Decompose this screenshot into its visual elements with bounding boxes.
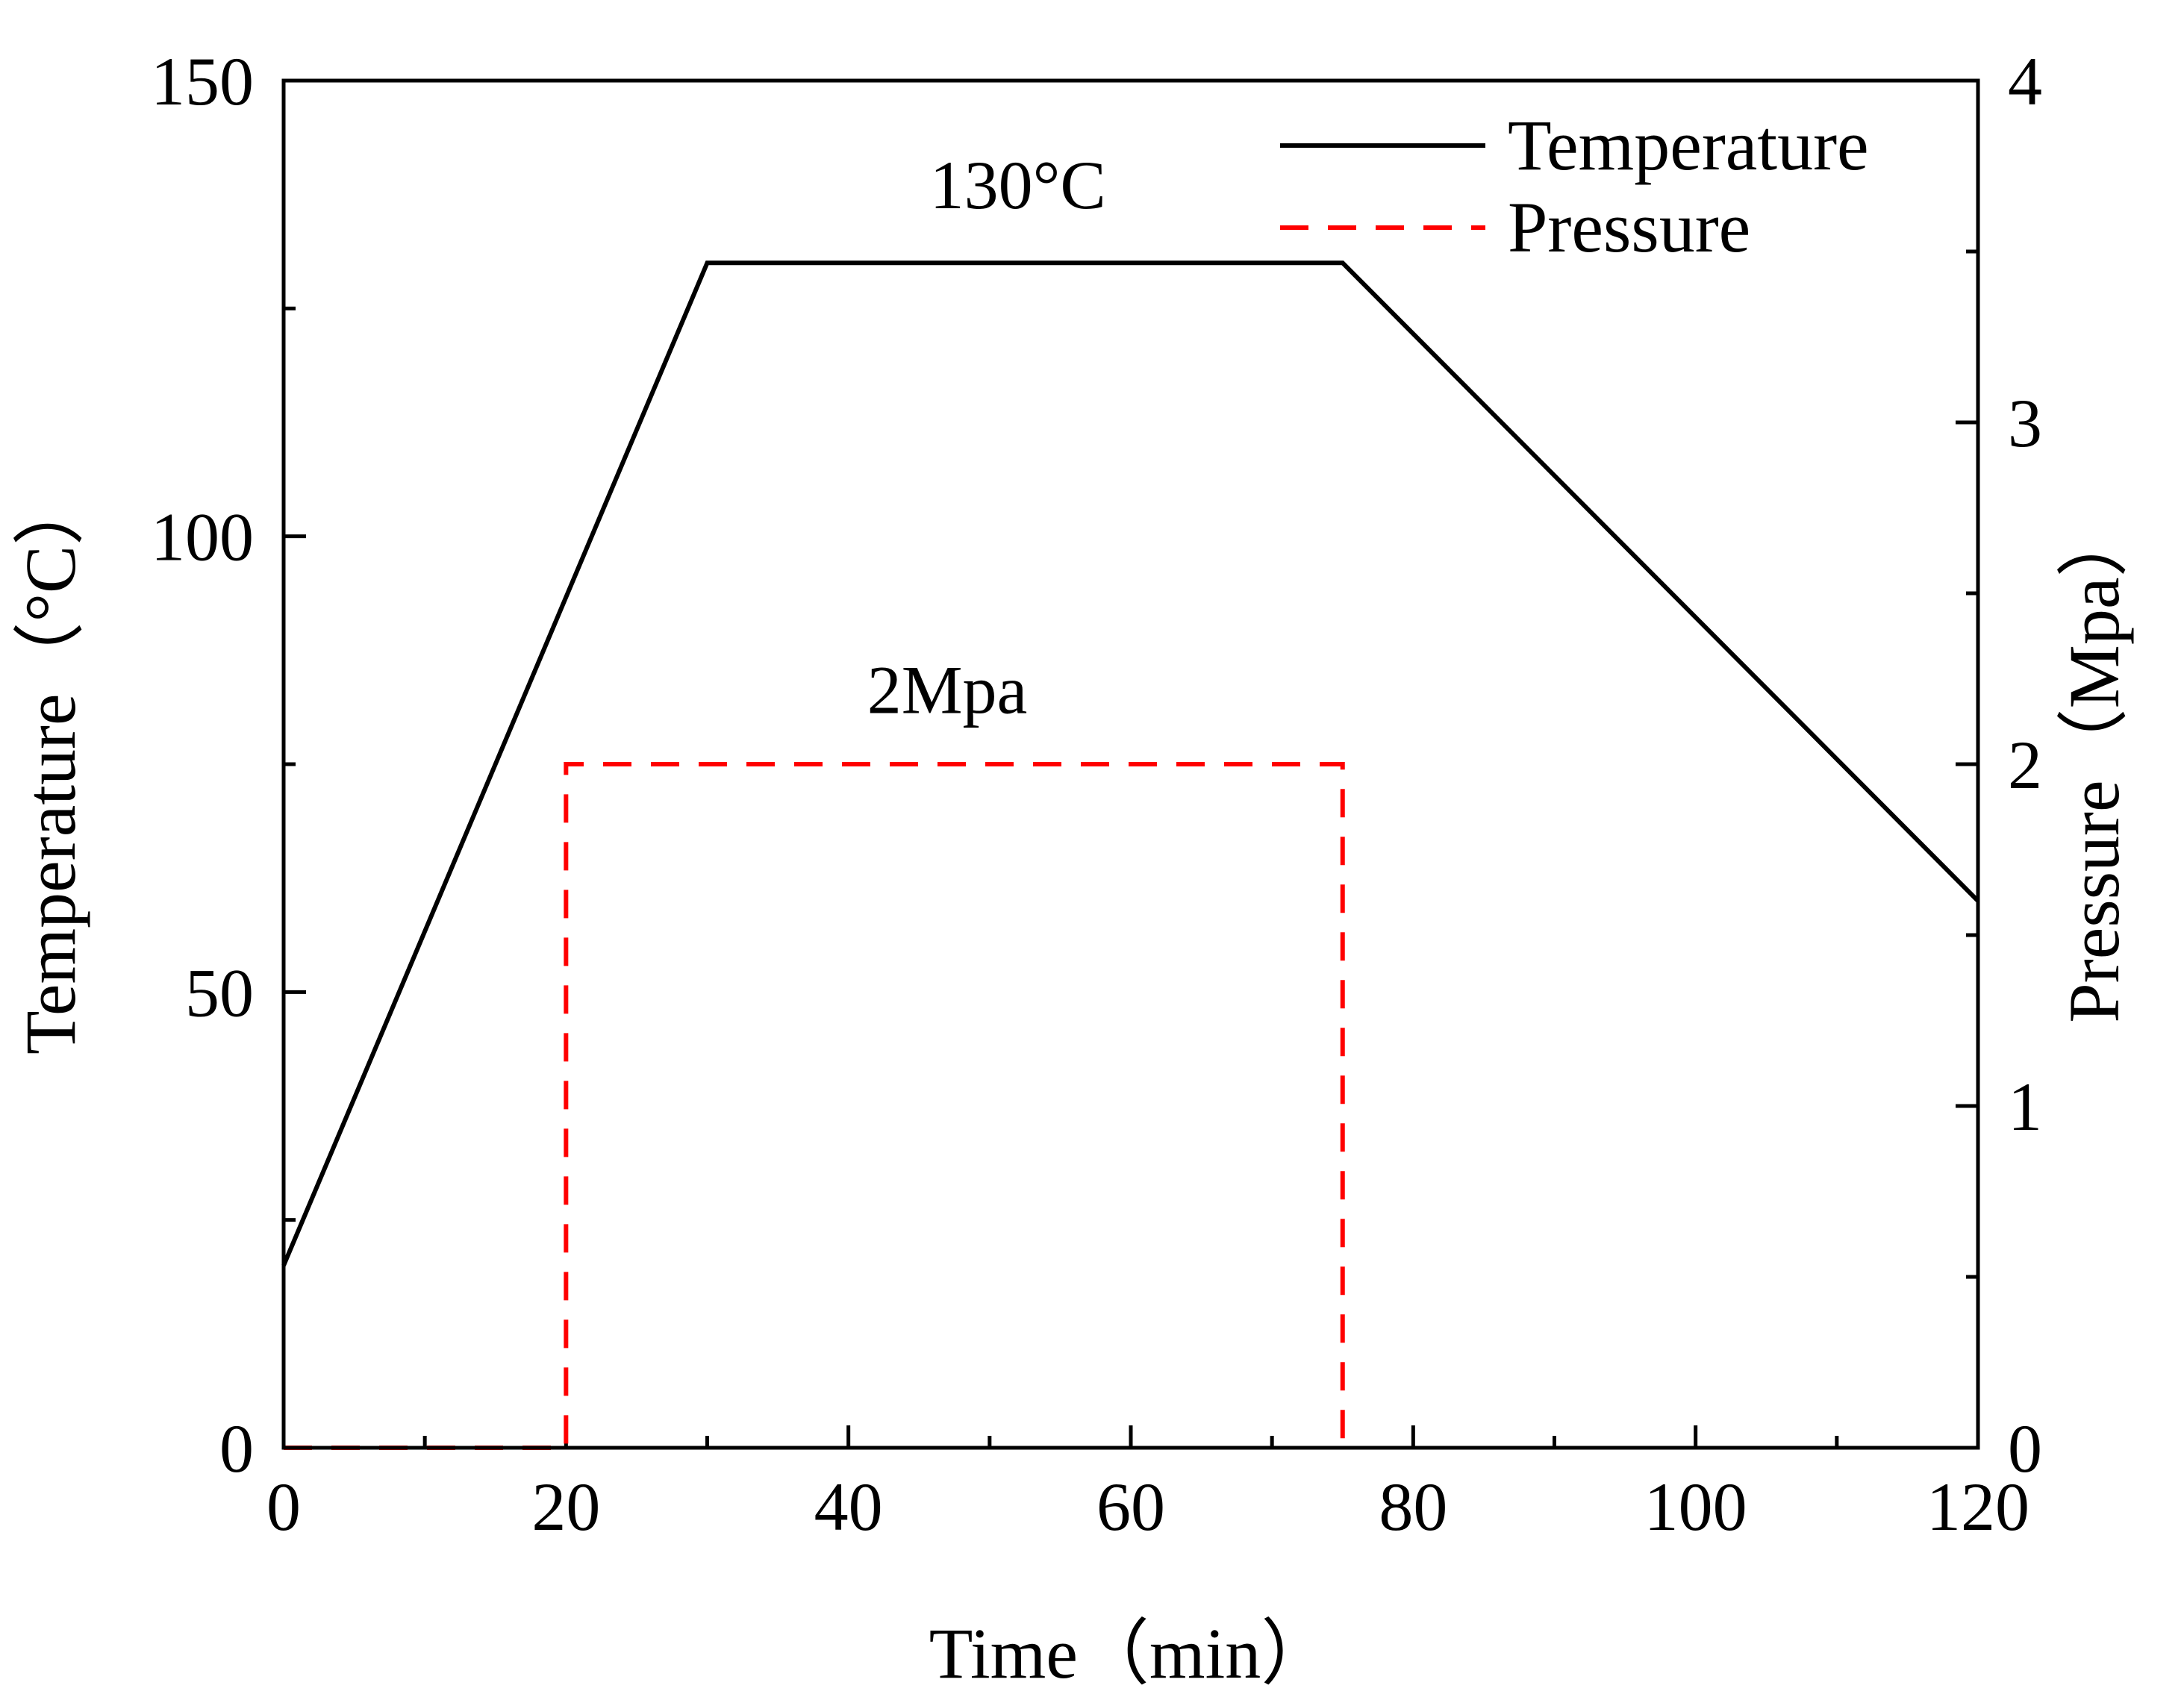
y2-tick-label: 2 bbox=[2008, 727, 2042, 803]
temperature-series-line bbox=[281, 260, 1980, 1266]
x-tick-label: 0 bbox=[266, 1469, 301, 1545]
series-lines bbox=[281, 260, 1980, 1450]
x-tick-label: 60 bbox=[1096, 1469, 1165, 1545]
y-axis-title: Temperature（°C） bbox=[10, 474, 90, 1054]
annotation-label: 2Mpa bbox=[867, 651, 1028, 728]
y2-tick-label: 1 bbox=[2008, 1069, 2042, 1145]
y-tick-label: 100 bbox=[151, 499, 254, 575]
pressure-series-line bbox=[284, 762, 1345, 1450]
annotations: 130°C 2Mpa bbox=[867, 147, 1106, 728]
y-tick-label: 150 bbox=[151, 43, 254, 119]
x-axis-title: Time（min） bbox=[929, 1613, 1333, 1693]
y-tick-label: 0 bbox=[219, 1410, 254, 1487]
y2-axis-title: Pressure（Mpa） bbox=[2054, 505, 2134, 1022]
legend-label: Temperature bbox=[1508, 105, 1869, 185]
y2-tick-label: 0 bbox=[2008, 1410, 2042, 1487]
x-tick-label: 100 bbox=[1644, 1469, 1747, 1545]
annotation-label: 130°C bbox=[930, 147, 1106, 223]
y2-tick-label: 4 bbox=[2008, 43, 2042, 119]
legend-label: Pressure bbox=[1508, 187, 1750, 267]
y-tick-label: 50 bbox=[185, 954, 254, 1031]
plot-frame bbox=[281, 78, 1980, 1450]
x-tick-label: 120 bbox=[1926, 1469, 2029, 1545]
x-tick-label: 80 bbox=[1379, 1469, 1447, 1545]
x-tick-label: 20 bbox=[531, 1469, 600, 1545]
x-tick-label: 40 bbox=[814, 1469, 883, 1545]
y2-tick-label: 3 bbox=[2008, 385, 2042, 461]
